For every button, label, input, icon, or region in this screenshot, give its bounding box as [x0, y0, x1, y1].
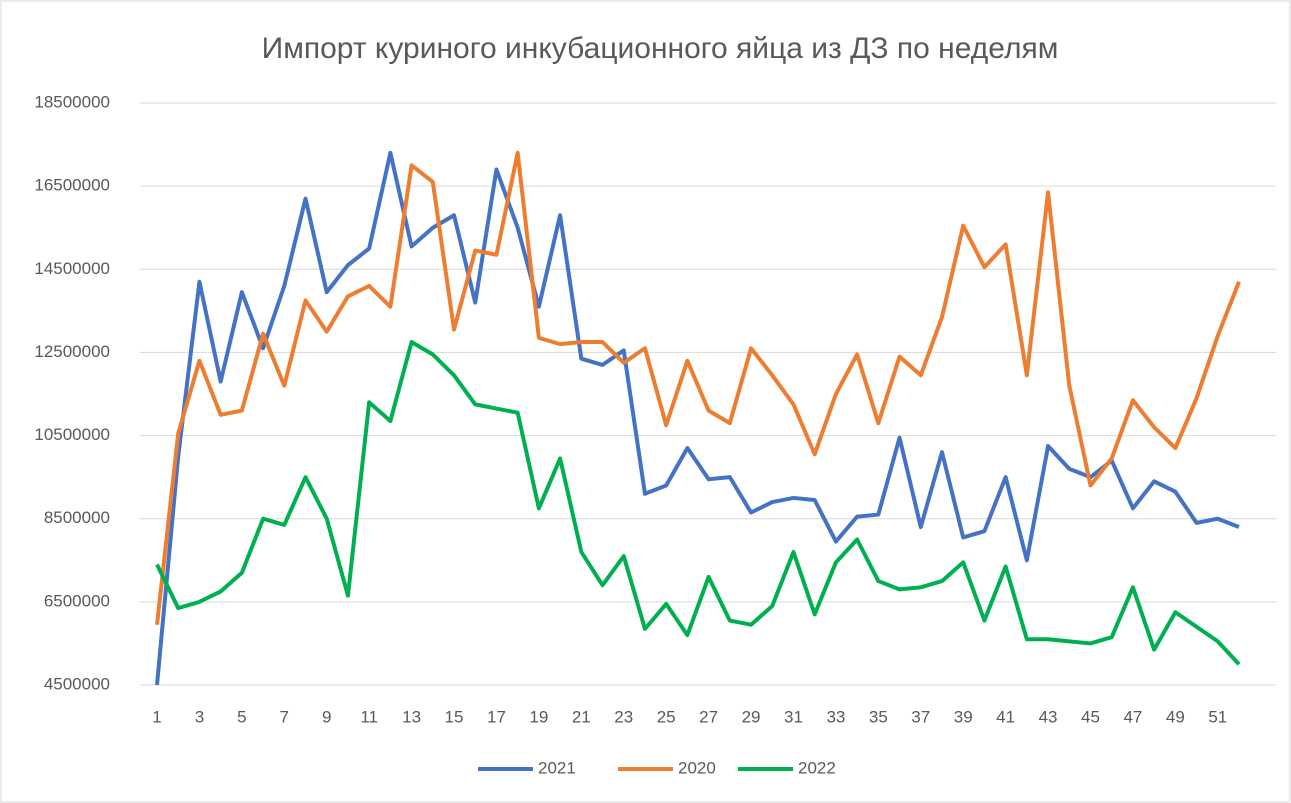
x-tick-label: 29: [742, 707, 761, 726]
x-tick-label: 5: [237, 707, 246, 726]
y-tick-label: 8500000: [44, 508, 110, 527]
x-tick-label: 13: [402, 707, 421, 726]
series-line: [155, 340, 1241, 666]
x-tick-label: 7: [280, 707, 289, 726]
y-tick-label: 10500000: [34, 425, 110, 444]
x-tick-label: 39: [954, 707, 973, 726]
y-tick-label: 12500000: [34, 342, 110, 361]
chart-title: Импорт куриного инкубационного яйца из Д…: [262, 32, 1059, 65]
x-tick-label: 47: [1123, 707, 1142, 726]
x-tick-label: 21: [572, 707, 591, 726]
x-tick-label: 25: [657, 707, 676, 726]
x-tick-label: 11: [360, 707, 378, 726]
x-tick-label: 35: [869, 707, 888, 726]
x-tick-label: 37: [911, 707, 930, 726]
y-tick-label: 18500000: [34, 92, 110, 111]
x-tick-label: 31: [784, 707, 803, 726]
x-tick-label: 43: [1039, 707, 1058, 726]
x-tick-label: 27: [699, 707, 718, 726]
x-tick-label: 51: [1208, 707, 1227, 726]
x-tick-label: 41: [996, 707, 1015, 726]
y-tick-label: 16500000: [34, 176, 110, 195]
x-tick-label: 9: [322, 707, 331, 726]
x-tick-label: 3: [195, 707, 204, 726]
x-tick-label: 19: [529, 707, 548, 726]
legend-label: 2021: [538, 758, 576, 777]
series-line: [155, 150, 1240, 686]
x-tick-label: 45: [1081, 707, 1100, 726]
x-tick-label: 49: [1166, 707, 1185, 726]
legend-label: 2022: [798, 758, 836, 777]
x-tick-label: 33: [826, 707, 845, 726]
y-tick-label: 14500000: [34, 259, 110, 278]
series-line: [155, 150, 1241, 625]
x-tick-label: 17: [487, 707, 506, 726]
x-tick-label: 23: [614, 707, 633, 726]
legend-label: 2020: [678, 758, 716, 777]
x-tick-label: 15: [445, 707, 464, 726]
x-tick-label: 1: [152, 707, 161, 726]
y-tick-label: 4500000: [44, 674, 110, 693]
y-tick-label: 6500000: [44, 591, 110, 610]
